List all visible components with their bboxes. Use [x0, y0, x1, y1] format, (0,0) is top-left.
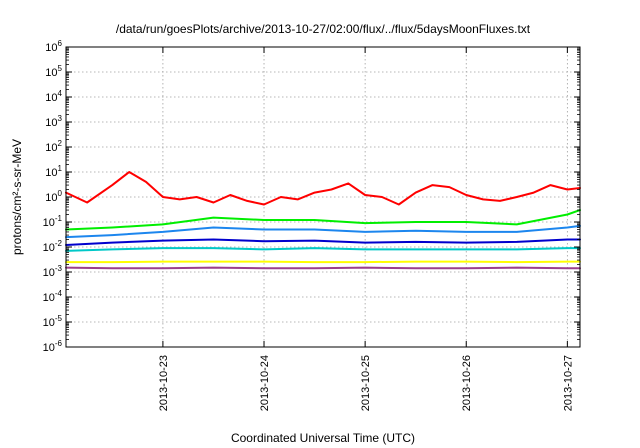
- series-line-2: [65, 209, 581, 231]
- y-tick-label: 10-5: [43, 314, 63, 329]
- series-line-5: [65, 247, 581, 252]
- series-line-1: [65, 171, 581, 206]
- y-tick-label: 104: [45, 89, 62, 104]
- series-line-3: [65, 224, 581, 239]
- series-line-7: [65, 266, 581, 270]
- y-tick-label: 103: [45, 114, 62, 129]
- y-tick-label: 10-4: [43, 289, 63, 304]
- y-tick-label: 10-1: [43, 214, 63, 229]
- y-tick-label: 10-3: [43, 264, 63, 279]
- x-tick-label: 2013-10-26: [461, 355, 473, 411]
- series-line-4: [65, 238, 581, 246]
- series-line-6: [65, 260, 581, 264]
- x-tick-label: 2013-10-25: [360, 355, 372, 411]
- x-tick-label: 2013-10-24: [259, 355, 271, 411]
- x-tick-label: 2013-10-27: [562, 355, 574, 411]
- y-tick-label: 105: [45, 64, 62, 79]
- series-lines: [65, 171, 581, 270]
- y-tick-label: 106: [45, 39, 62, 54]
- y-axis-label: protons/cm²-s-sr-MeV: [10, 139, 24, 255]
- x-axis-label: Coordinated Universal Time (UTC): [231, 431, 415, 445]
- y-tick-label: 102: [45, 139, 62, 154]
- x-tick-label: 2013-10-23: [158, 355, 170, 411]
- y-axis-ticks: 10-6 10-5 10-4 10-3 10-2 10-1 100 101 102 103 104 1…: [43, 39, 580, 354]
- y-tick-label: 10-2: [43, 239, 63, 254]
- x-axis-ticks: 2013-10-23 2013-10-24 2013-10-25 2013-10-26…: [158, 47, 574, 411]
- y-tick-label: 100: [45, 189, 62, 204]
- grid: [66, 47, 580, 347]
- chart-title: /data/run/goesPlots/archive/2013-10-27/0…: [116, 22, 531, 36]
- y-tick-label: 10-6: [43, 339, 63, 354]
- y-tick-label: 101: [45, 164, 62, 179]
